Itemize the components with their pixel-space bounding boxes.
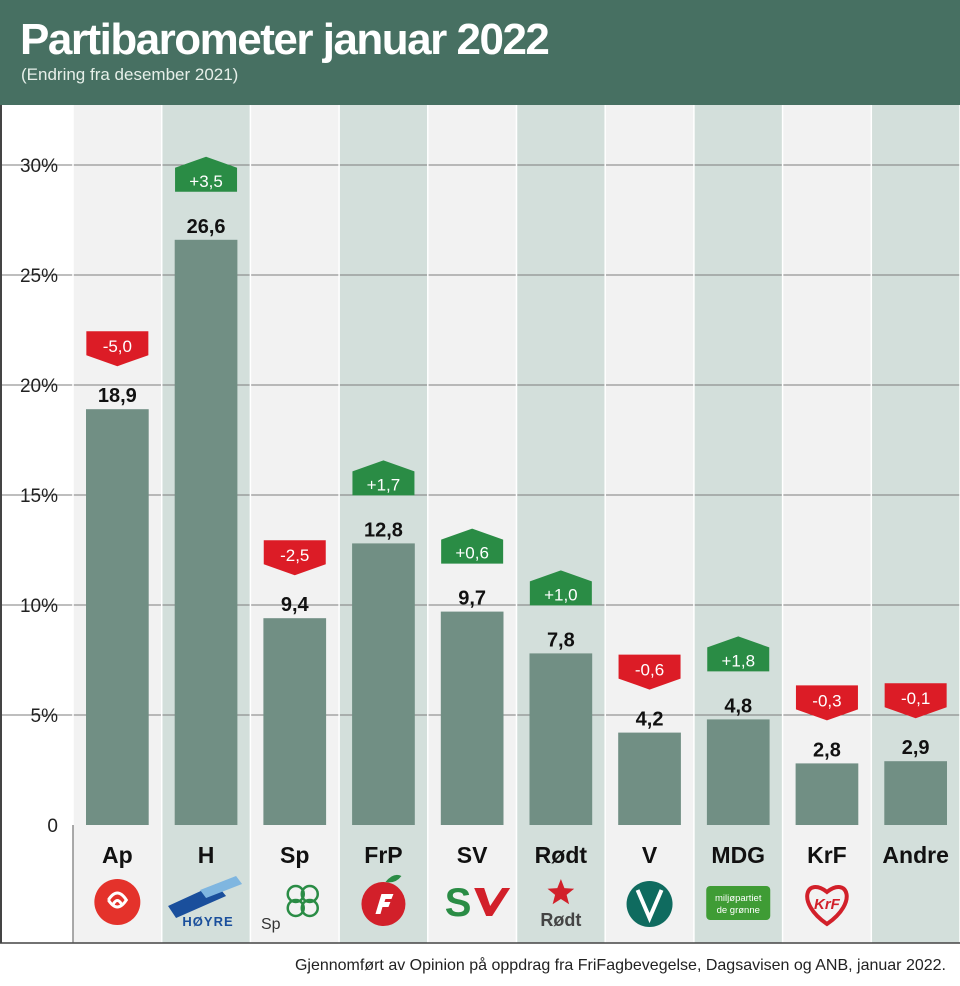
- category-label-rodt: Rødt: [535, 842, 588, 868]
- mdg-logo-text-line1: miljøpartiet: [715, 893, 762, 904]
- frp-apple-mark: [375, 894, 394, 914]
- sv-logo-v: [474, 888, 511, 916]
- change-label-h: +3,5: [189, 172, 223, 191]
- category-label-mdg: MDG: [711, 842, 765, 868]
- y-axis-area: [0, 105, 73, 943]
- category-label-h: H: [198, 842, 215, 868]
- bar-sv: [440, 611, 504, 825]
- ap-rose-petals: [107, 891, 129, 909]
- value-label-frp: 12,8: [364, 519, 403, 541]
- bar-andre: [884, 761, 947, 825]
- value-label-h: 26,6: [187, 216, 226, 238]
- y-tick-label-15: 15%: [20, 486, 58, 507]
- bar-ap: [86, 409, 149, 825]
- sv-logo: S: [445, 881, 472, 925]
- change-label-v: -0,6: [635, 661, 664, 680]
- bar-frp: [352, 543, 415, 825]
- mdg-logo-text-line2: de grønne: [717, 905, 760, 916]
- change-badge-sv: [441, 528, 504, 564]
- source-note: Gjennomført av Opinion på oppdrag fra Fr…: [294, 957, 946, 974]
- bar-rodt: [529, 653, 593, 825]
- category-label-andre: Andre: [882, 842, 948, 868]
- category-label-ap: Ap: [102, 842, 133, 868]
- category-label-frp: FrP: [364, 842, 402, 868]
- value-label-krf: 2,8: [813, 739, 841, 761]
- frp-apple-leaf: [385, 874, 402, 883]
- y-tick-label-20: 20%: [20, 376, 58, 397]
- change-badge-frp: [352, 460, 415, 496]
- change-badge-sp: [263, 540, 326, 576]
- change-label-krf: -0,3: [812, 691, 841, 710]
- hoyre-logo-stripe: [200, 876, 243, 898]
- change-label-andre: -0,1: [901, 689, 930, 708]
- value-label-rodt: 7,8: [547, 629, 575, 651]
- change-badge-andre: [884, 683, 947, 719]
- value-label-mdg: 4,8: [724, 695, 752, 717]
- change-badge-rodt: [529, 570, 592, 606]
- change-label-sp: -2,5: [280, 546, 309, 565]
- sp-logo-text: Sp: [261, 916, 281, 933]
- y-tick-label-0: 0: [47, 816, 58, 837]
- bar-h: [174, 239, 238, 826]
- category-label-krf: KrF: [807, 842, 847, 868]
- change-badge-krf: [795, 685, 858, 721]
- krf-logo-text: KrF: [814, 896, 841, 913]
- change-badge-ap: [86, 331, 149, 367]
- value-label-ap: 18,9: [98, 385, 137, 407]
- change-label-sv: +0,6: [455, 544, 489, 563]
- category-label-sp: Sp: [280, 842, 309, 868]
- value-label-sv: 9,7: [458, 588, 486, 610]
- change-label-rodt: +1,0: [544, 585, 578, 604]
- bar-v: [618, 732, 681, 825]
- y-tick-label-5: 5%: [31, 706, 59, 727]
- chart-header: Partibarometer januar 2022 (Endring fra …: [0, 0, 960, 105]
- bar-chart: 0 5% 10% 15% 20% 25% 30% 18,9 -5,0 Ap 26,6 +3,5 H 9,4…: [0, 105, 960, 944]
- venstre-v-mark: [635, 889, 664, 924]
- mdg-logo: [706, 886, 771, 920]
- chart-title: Partibarometer januar 2022: [20, 15, 550, 64]
- sp-clover-leaf: [300, 898, 319, 918]
- change-badge-mdg: [707, 636, 770, 672]
- sp-clover-leaf: [286, 884, 305, 904]
- krf-heart-logo: [805, 885, 849, 927]
- y-tick-label-30: 30%: [20, 156, 58, 177]
- bar-mdg: [706, 719, 770, 825]
- value-label-andre: 2,9: [902, 737, 930, 759]
- sp-clover-leaf: [300, 884, 319, 904]
- value-label-sp: 9,4: [281, 594, 310, 616]
- bar-krf: [795, 763, 859, 825]
- change-badge-h: [175, 156, 238, 192]
- rodt-logo-text: Rødt: [540, 910, 581, 930]
- bar-sp: [263, 618, 327, 825]
- value-label-v: 4,2: [636, 709, 664, 731]
- change-label-ap: -5,0: [103, 337, 132, 356]
- rodt-star-logo: [547, 879, 575, 905]
- change-label-mdg: +1,8: [721, 651, 755, 670]
- y-tick-label-10: 10%: [20, 596, 58, 617]
- chart-subtitle: (Endring fra desember 2021): [21, 65, 239, 84]
- category-label-sv: SV: [457, 842, 488, 868]
- category-label-v: V: [642, 842, 658, 868]
- change-label-frp: +1,7: [367, 475, 401, 494]
- hoyre-logo-text: HØYRE: [182, 914, 233, 929]
- sp-clover-leaf: [286, 898, 305, 918]
- change-badge-v: [618, 654, 681, 690]
- y-tick-label-25: 25%: [20, 266, 58, 287]
